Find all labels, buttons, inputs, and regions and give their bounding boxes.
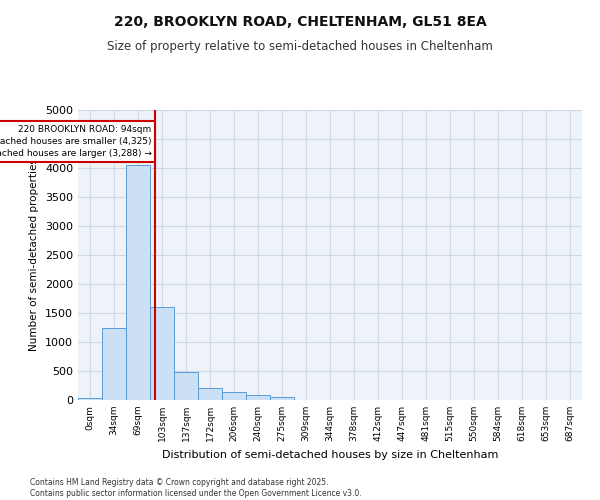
Text: 220 BROOKLYN ROAD: 94sqm
← 56% of semi-detached houses are smaller (4,325)
43% o: 220 BROOKLYN ROAD: 94sqm ← 56% of semi-d… [0,124,152,158]
Text: Contains HM Land Registry data © Crown copyright and database right 2025.
Contai: Contains HM Land Registry data © Crown c… [30,478,362,498]
Bar [270,396,294,400]
Bar [78,398,102,400]
Bar [246,395,270,400]
Bar [150,307,174,400]
Text: 220, BROOKLYN ROAD, CHELTENHAM, GL51 8EA: 220, BROOKLYN ROAD, CHELTENHAM, GL51 8EA [113,15,487,29]
Y-axis label: Number of semi-detached properties: Number of semi-detached properties [29,158,40,352]
Text: Size of property relative to semi-detached houses in Cheltenham: Size of property relative to semi-detach… [107,40,493,53]
Bar [174,372,198,400]
Bar [222,392,246,400]
Bar [198,388,222,400]
Bar [102,328,126,400]
Bar [126,165,150,400]
X-axis label: Distribution of semi-detached houses by size in Cheltenham: Distribution of semi-detached houses by … [162,450,498,460]
